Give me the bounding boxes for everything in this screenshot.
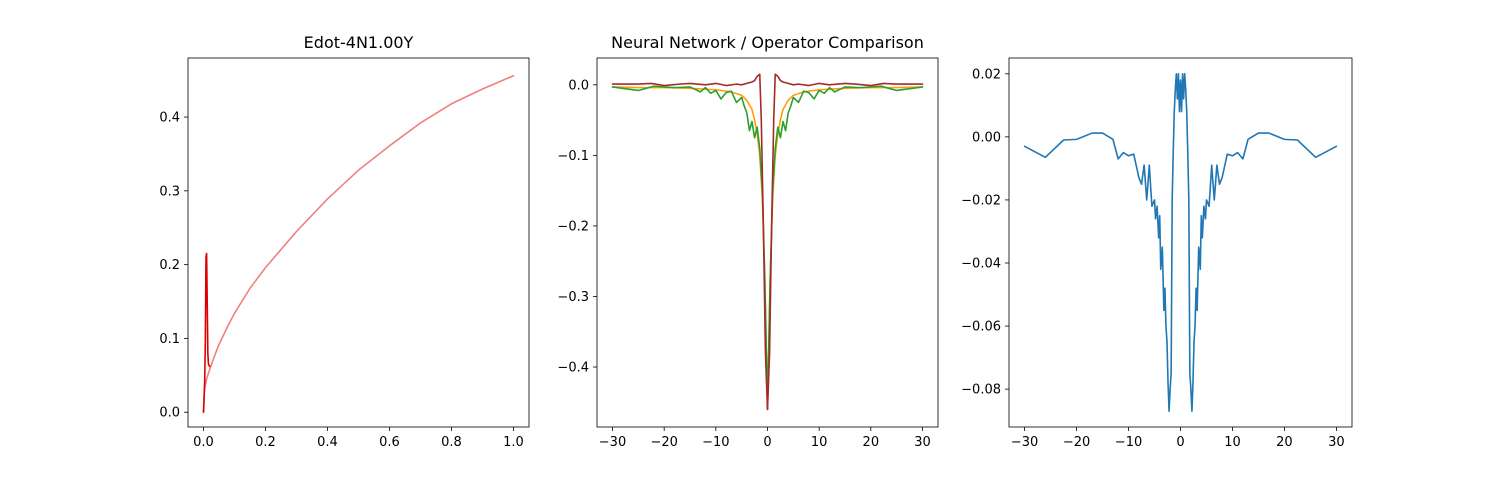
- panel-middle-ytick-label: 0.0: [568, 78, 589, 93]
- panel-left-ytick-label: 0.3: [159, 184, 180, 199]
- panel-middle-ytick-label: −0.3: [557, 290, 589, 305]
- panel-right-ytick-label: −0.02: [961, 193, 1001, 208]
- panel-right-axes-frame: [1008, 57, 1353, 428]
- panel-middle-xtick-label: 30: [914, 435, 931, 450]
- panel-left: Edot-4N1.00Y 0.0 0.2 0.4 0.6 0.8 1.0 0.0 0.1 0.2…: [159, 33, 530, 450]
- panel-middle-ytick-label: −0.1: [557, 149, 589, 164]
- panel-middle-ytick-label: −0.4: [557, 361, 589, 376]
- panel-right-ytick-label: 0.00: [972, 130, 1001, 145]
- panel-right: −30 −20 −10 0 10 20 30 0.02 0.00 −0.02 −0.04 −0.06 −…: [961, 57, 1353, 450]
- panel-left-xtick-label: 1.0: [503, 435, 524, 450]
- panel-left-xtick-label: 0.4: [317, 435, 338, 450]
- panel-middle: Neural Network / Operator Comparison −30…: [557, 33, 939, 450]
- panel-left-ytick-label: 0.4: [159, 111, 180, 126]
- panel-middle-ytick-label: −0.2: [557, 219, 589, 234]
- panel-right-series-difference: [1023, 72, 1338, 413]
- panel-middle-series-orange: [611, 86, 924, 411]
- panel-middle-xtick-label: −30: [599, 435, 626, 450]
- panel-left-ytick-label: 0.1: [159, 332, 180, 347]
- panel-left-xtick-label: 0.2: [255, 435, 276, 450]
- panel-right-xtick-label: 0: [1176, 435, 1184, 450]
- panel-right-xtick-label: 10: [1224, 435, 1241, 450]
- panel-right-xtick-label: 20: [1276, 435, 1293, 450]
- panel-left-series-main: [202, 74, 515, 414]
- panel-left-xtick-label: 0.8: [441, 435, 462, 450]
- panel-left-xtick-label: 0.0: [193, 435, 214, 450]
- panel-right-xtick-label: −20: [1063, 435, 1090, 450]
- panel-left-series-spike: [202, 252, 211, 414]
- panel-right-ytick-label: 0.02: [972, 67, 1001, 82]
- panel-right-xtick-label: 30: [1328, 435, 1345, 450]
- panel-middle-xtick-label: 10: [811, 435, 828, 450]
- panel-right-ytick-label: −0.06: [961, 320, 1001, 335]
- panel-middle-title: Neural Network / Operator Comparison: [611, 33, 924, 52]
- panel-middle-xtick-label: −10: [702, 435, 729, 450]
- panel-middle-series-brown: [611, 73, 924, 411]
- panel-right-xtick-label: −10: [1115, 435, 1142, 450]
- panel-left-xtick-label: 0.6: [379, 435, 400, 450]
- panel-left-axes-frame: [187, 57, 530, 428]
- panel-right-ytick-label: −0.08: [961, 383, 1001, 398]
- panel-right-xtick-label: −30: [1011, 435, 1038, 450]
- panel-left-ytick-label: 0.2: [159, 258, 180, 273]
- panel-left-title: Edot-4N1.00Y: [304, 33, 414, 52]
- panel-middle-xtick-label: −20: [650, 435, 677, 450]
- panel-left-ytick-label: 0.0: [159, 406, 180, 421]
- panel-middle-xtick-label: 20: [863, 435, 880, 450]
- panel-right-ytick-label: −0.04: [961, 257, 1001, 272]
- panel-middle-xtick-label: 0: [763, 435, 771, 450]
- panel-middle-series-green: [611, 85, 924, 411]
